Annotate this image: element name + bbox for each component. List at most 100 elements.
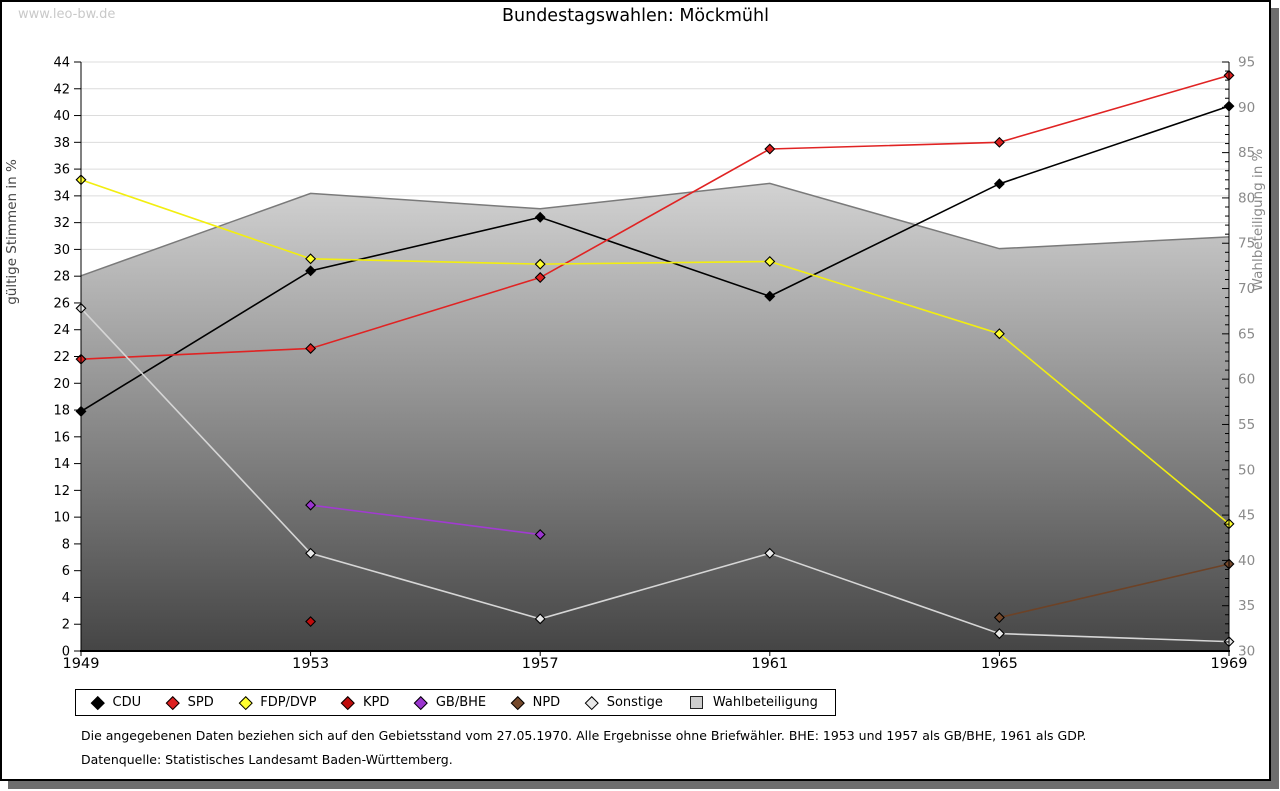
left-tick-label: 14 (53, 457, 70, 472)
legend-marker-GB/BHE (414, 695, 428, 710)
x-tick-label-1961: 1961 (751, 656, 788, 672)
left-tick-label: 6 (62, 564, 70, 579)
legend-marker-SPD (166, 695, 180, 710)
legend-entry-Wahlbeteiligung: Wahlbeteiligung (689, 695, 818, 710)
page-title: Bundestagswahlen: Möckmühl (502, 6, 769, 26)
data-point-SPD-1961 (764, 143, 776, 155)
legend-label: KPD (362, 695, 390, 710)
data-point-FDP/DVP-1953 (305, 253, 317, 265)
series-lines (80, 74, 1230, 643)
data-point-GB/BHE-1957 (534, 529, 546, 541)
data-point-CDU-1957 (534, 211, 546, 223)
data-point-FDP/DVP-1961 (764, 255, 776, 267)
left-tick-label: 0 (62, 645, 70, 660)
data-point-CDU-1961 (764, 290, 776, 302)
left-tick-label: 30 (53, 243, 70, 258)
legend-entry-Sonstige: Sonstige (585, 695, 663, 710)
left-tick-label: 22 (53, 350, 70, 365)
series-line-CDU (80, 105, 1230, 413)
left-axis-title: gültige Stimmen in % (4, 159, 20, 305)
footnote-gebietsstand: Die angegebenen Daten beziehen sich auf … (81, 728, 1087, 743)
legend-label: GB/BHE (435, 695, 487, 710)
data-point-FDP/DVP-1957 (534, 258, 546, 270)
left-tick-label: 40 (53, 109, 70, 124)
left-tick-label: 38 (53, 136, 70, 151)
right-tick-label: 30 (1238, 644, 1255, 660)
legend-marker-FDP/DVP (238, 695, 253, 710)
data-point-Sonstige-1965 (993, 628, 1005, 640)
x-tick-label-1953: 1953 (292, 656, 329, 672)
legend-label: CDU (112, 695, 142, 710)
x-tick-label-1949: 1949 (63, 656, 100, 672)
left-tick-label: 8 (62, 537, 70, 552)
x-tick-label-1969: 1969 (1211, 656, 1248, 672)
legend-entry-FDP/DVP: FDP/DVP (238, 695, 317, 710)
legend-label: Sonstige (606, 695, 663, 710)
series-line-NPD (999, 563, 1230, 619)
left-tick-label: 12 (53, 484, 70, 499)
right-tick-label: 70 (1238, 281, 1255, 297)
axes-and-ticks (74, 61, 1230, 656)
legend-marker-CDU (91, 695, 105, 710)
data-point-GB/BHE-1953 (305, 499, 317, 511)
left-tick-label: 20 (53, 377, 70, 392)
data-point-SPD-1953 (305, 342, 317, 354)
x-tick-label-1965: 1965 (981, 656, 1018, 672)
left-tick-label: 16 (53, 430, 70, 445)
left-tick-label: 32 (53, 216, 70, 231)
legend-marker-KPD (341, 695, 355, 710)
left-tick-label: 28 (53, 270, 70, 285)
x-tick-label-1957: 1957 (522, 656, 559, 672)
legend-marker-NPD (511, 695, 525, 710)
right-tick-label: 90 (1238, 100, 1255, 116)
data-point-Sonstige-1957 (534, 613, 546, 625)
data-point-Sonstige-1953 (305, 547, 317, 559)
data-point-SPD-1957 (534, 272, 546, 283)
right-tick-label: 75 (1238, 236, 1255, 252)
right-tick-label: 35 (1238, 598, 1255, 614)
series-line-SPD (80, 74, 1230, 360)
right-tick-label: 60 (1238, 372, 1255, 388)
series-line-GB/BHE (310, 504, 541, 536)
legend-entry-SPD: SPD (166, 695, 214, 710)
left-tick-label: 34 (53, 189, 70, 204)
right-tick-label: 55 (1238, 417, 1255, 433)
left-tick-label: 24 (53, 323, 70, 338)
right-tick-label: 65 (1238, 326, 1255, 342)
right-tick-label: 80 (1238, 190, 1255, 206)
legend-label: Wahlbeteiligung (712, 695, 818, 710)
legend-entry-GB/BHE: GB/BHE (414, 695, 487, 710)
series-line-Sonstige (80, 307, 1230, 643)
election-line-chart: 0246810121416182022242628303234363840424… (4, 55, 1266, 673)
legend-label: NPD (532, 695, 561, 710)
left-tick-label: 18 (53, 404, 70, 419)
wahlbeteiligung-area (80, 182, 1230, 651)
data-point-Sonstige-1961 (764, 547, 776, 559)
series-line-FDP/DVP (80, 179, 1230, 525)
right-axis-title: Wahlbeteiligung in % (1250, 148, 1266, 291)
wahlbeteiligung-fill (81, 183, 1229, 651)
wahlbeteiligung-line (80, 182, 1230, 277)
left-tick-label: 10 (53, 511, 70, 526)
left-tick-label: 42 (53, 82, 70, 97)
data-point-KPD-1953 (305, 616, 317, 628)
legend-entry-CDU: CDU (91, 695, 142, 710)
right-tick-label: 95 (1238, 55, 1255, 71)
right-tick-label: 85 (1238, 145, 1255, 161)
legend-marker-Sonstige (585, 695, 599, 710)
data-point-SPD-1965 (993, 136, 1005, 148)
data-point-CDU-1953 (305, 265, 317, 277)
left-tick-label: 26 (53, 296, 70, 311)
watermark-url: www.leo-bw.de (18, 7, 116, 22)
left-tick-label: 36 (53, 163, 70, 178)
legend-entry-NPD: NPD (511, 695, 561, 710)
tick-labels: 0246810121416182022242628303234363840424… (53, 55, 1255, 673)
right-tick-label: 50 (1238, 462, 1255, 478)
legend-marker-Wahlbeteiligung (689, 696, 703, 709)
left-tick-label: 2 (62, 618, 70, 633)
data-point-CDU-1965 (993, 178, 1005, 190)
legend-label: FDP/DVP (260, 695, 317, 710)
left-tick-label: 44 (53, 56, 70, 71)
